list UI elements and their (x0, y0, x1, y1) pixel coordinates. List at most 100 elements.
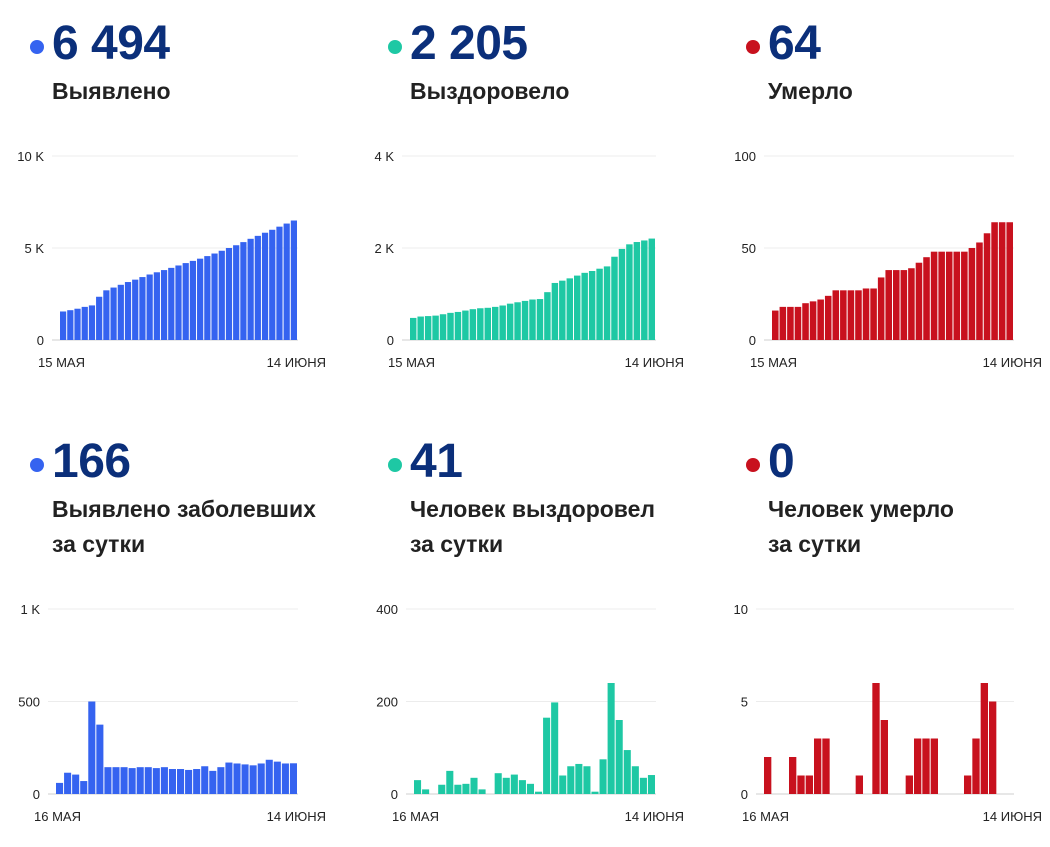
bar (551, 282, 559, 340)
bar (639, 777, 647, 794)
bar (422, 789, 430, 795)
bar (241, 764, 249, 794)
label-line: за сутки (52, 531, 146, 557)
label-line: Выявлено (52, 78, 171, 104)
bar (168, 267, 175, 340)
big-number: 0 (768, 435, 795, 488)
bar (591, 791, 599, 794)
bar (945, 251, 953, 340)
y-tick-label: 5 (741, 695, 748, 710)
bar (983, 233, 991, 340)
x-end-label: 14 ИЮНЯ (983, 355, 1042, 370)
big-number: 166 (52, 435, 131, 488)
bar (197, 258, 204, 340)
bar (953, 251, 961, 340)
bar (615, 720, 623, 794)
x-start-label: 15 МАЯ (388, 355, 435, 370)
bar (544, 292, 551, 340)
bar (417, 316, 424, 340)
bar (201, 766, 209, 794)
color-dot-icon (746, 458, 760, 472)
bar (559, 280, 566, 340)
bar (641, 240, 648, 340)
bar (211, 253, 218, 340)
x-start-label: 15 МАЯ (38, 355, 85, 370)
bar (968, 248, 976, 340)
bar (583, 766, 591, 794)
bar (103, 290, 110, 340)
bar (88, 305, 96, 340)
bar (802, 303, 809, 340)
bar (779, 306, 787, 340)
bar (998, 222, 1006, 340)
bar (218, 250, 225, 340)
bar (822, 738, 830, 794)
y-tick-label: 200 (376, 695, 398, 710)
color-dot-icon (30, 458, 44, 472)
bar (74, 308, 81, 340)
bar (189, 260, 197, 340)
bar (233, 245, 240, 340)
bar (80, 781, 88, 794)
bar (254, 235, 261, 340)
bar (120, 767, 128, 794)
bar (905, 775, 913, 794)
bar (510, 774, 518, 794)
bar (529, 299, 536, 340)
bar (631, 766, 639, 794)
big-number: 2 205 (410, 17, 528, 70)
bar (980, 683, 988, 794)
bar (499, 305, 506, 340)
label-line: Выявлено заболевших (52, 496, 316, 522)
panel-label: Человек умерло за сутки (768, 492, 1050, 562)
bar (67, 310, 74, 340)
bar (281, 763, 289, 794)
bar (225, 248, 233, 340)
bar (797, 775, 805, 794)
headline: 64 (746, 18, 821, 70)
y-tick-label: 10 K (17, 149, 44, 164)
bar (290, 220, 297, 340)
bar (893, 270, 900, 340)
bar (599, 759, 607, 794)
bar (96, 296, 103, 340)
bar (273, 761, 281, 795)
y-tick-label: 0 (37, 333, 44, 348)
bar (484, 307, 491, 340)
bar (477, 308, 484, 340)
bar (104, 767, 112, 794)
bar (175, 265, 182, 340)
label-line: за сутки (410, 531, 504, 557)
bar (110, 287, 117, 340)
bar (424, 316, 432, 340)
bar (964, 775, 972, 794)
bar (269, 229, 276, 340)
bar (283, 223, 290, 340)
bar (152, 768, 160, 794)
headline: 0 (746, 435, 795, 488)
label-line: за сутки (768, 531, 862, 557)
bar (454, 311, 462, 340)
bar (809, 301, 817, 340)
bar (787, 306, 794, 340)
bar (633, 242, 641, 340)
color-dot-icon (388, 458, 402, 472)
bar (81, 306, 88, 340)
bar (551, 702, 559, 794)
bar (506, 303, 514, 340)
x-end-label: 14 ИЮНЯ (267, 809, 326, 824)
y-tick-label: 400 (376, 602, 398, 617)
bar (817, 299, 824, 340)
y-tick-label: 0 (387, 333, 394, 348)
bar (526, 783, 534, 794)
bar (514, 302, 521, 340)
color-dot-icon (746, 40, 760, 54)
bar (607, 683, 615, 794)
bar (618, 248, 626, 340)
bar (915, 262, 923, 340)
bar (56, 782, 64, 794)
bar (469, 309, 477, 340)
panel-label: Выявлено заболевших за сутки (52, 492, 372, 562)
panel-label: Умерло (768, 74, 1050, 109)
bar (930, 251, 938, 340)
